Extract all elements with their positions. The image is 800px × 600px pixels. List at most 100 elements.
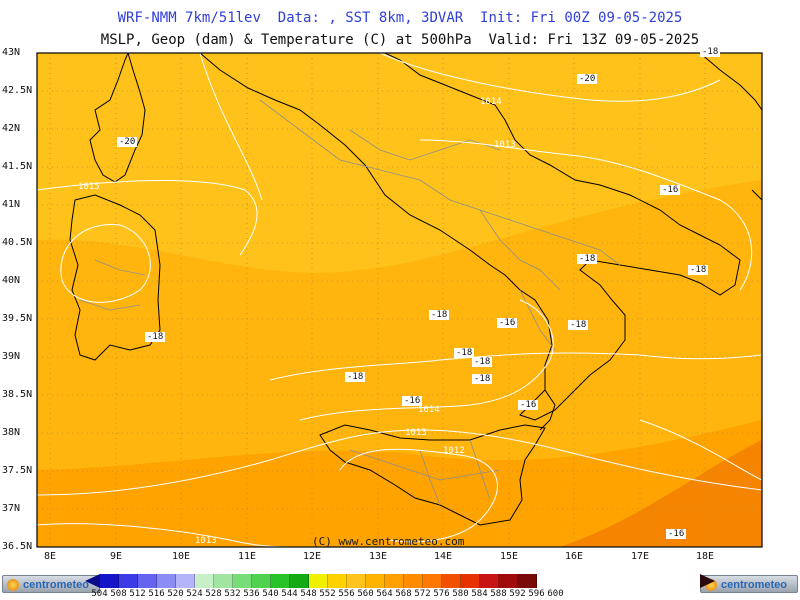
isotherm-label: -20 — [117, 137, 138, 147]
lat-label: 36.5N — [2, 541, 33, 552]
isotherm-label: -16 — [402, 396, 423, 406]
scale-value-label: 520 — [167, 589, 184, 599]
scale-value-label: 568 — [395, 589, 412, 599]
scale-swatch — [461, 574, 480, 588]
lat-label: 40N — [2, 275, 21, 286]
temperature-band-dark — [37, 420, 762, 547]
isotherm-label: -20 — [577, 74, 598, 84]
lat-label: 41N — [2, 199, 21, 210]
scale-swatch — [195, 574, 214, 588]
scale-swatch — [366, 574, 385, 588]
scale-value-label: 504 — [91, 589, 108, 599]
scale-swatch — [176, 574, 195, 588]
isobar-label: 1014 — [418, 405, 440, 415]
scale-value-label: 552 — [319, 589, 336, 599]
lon-label: 18E — [695, 551, 715, 562]
scale-value-label: 572 — [414, 589, 431, 599]
scale-swatch — [423, 574, 442, 588]
copyright-text: (C) www.centrometeo.com — [312, 535, 465, 548]
isotherm-label: -18 — [429, 310, 450, 320]
scale-swatch — [499, 574, 518, 588]
regional-borders — [79, 99, 621, 506]
isotherm-label: -18 — [472, 357, 493, 367]
scale-swatch — [157, 574, 176, 588]
isotherm-label: -18 — [454, 348, 475, 358]
scale-swatch — [100, 574, 119, 588]
lon-label: 10E — [171, 551, 191, 562]
scale-swatch — [328, 574, 347, 588]
scale-swatch — [442, 574, 461, 588]
scale-arrow-left — [85, 574, 100, 588]
temperature-band-deep — [560, 440, 762, 547]
scale-swatch — [214, 574, 233, 588]
isobar-label: 1013 — [405, 428, 427, 438]
scale-swatch — [404, 574, 423, 588]
scale-value-label: 576 — [433, 589, 450, 599]
isotherm-label: -18 — [472, 374, 493, 384]
scale-value-label: 512 — [129, 589, 146, 599]
coastlines — [69, 53, 762, 526]
scale-value-label: 536 — [243, 589, 260, 599]
scale-arrow-right — [700, 574, 715, 588]
isobar-label: 1014 — [480, 97, 502, 107]
scale-swatch — [309, 574, 328, 588]
scale-value-label: 560 — [357, 589, 374, 599]
scale-value-label: 588 — [490, 589, 507, 599]
isotherm-label: -18 — [688, 265, 709, 275]
scale-value-label: 544 — [281, 589, 298, 599]
graticule — [37, 53, 762, 547]
isotherm-label: -18 — [577, 254, 598, 264]
isotherm-label: -18 — [568, 320, 589, 330]
isotherm-label: -18 — [700, 47, 721, 57]
centrometeo-logo[interactable]: centrometeo — [2, 575, 100, 593]
isotherm-label: -16 — [660, 185, 681, 195]
lon-label: 16E — [564, 551, 584, 562]
isotherm-label: -18 — [345, 372, 366, 382]
scale-value-label: 540 — [262, 589, 279, 599]
scale-swatch — [271, 574, 290, 588]
lon-label: 14E — [433, 551, 453, 562]
scale-swatch — [385, 574, 404, 588]
lat-label: 39.5N — [2, 313, 33, 324]
scale-value-label: 524 — [186, 589, 203, 599]
lon-label: 12E — [302, 551, 322, 562]
lat-label: 40.5N — [2, 237, 33, 248]
scale-swatch — [119, 574, 138, 588]
lat-label: 38N — [2, 427, 21, 438]
scale-swatch — [480, 574, 499, 588]
logo-text: centrometeo — [721, 579, 788, 591]
scale-value-label: 592 — [509, 589, 526, 599]
lat-label: 37.5N — [2, 465, 33, 476]
scale-swatch — [138, 574, 157, 588]
lon-label: 11E — [237, 551, 257, 562]
scale-swatch — [290, 574, 309, 588]
map-frame — [36, 52, 763, 548]
isobar-label: 1015 — [78, 182, 100, 192]
scale-labels: 504 508 512 516 520 524 528 532 536 540 544 548 552 5… — [90, 589, 565, 599]
isobar-label: 1013 — [195, 536, 217, 546]
isotherm-label: -16 — [518, 400, 539, 410]
lat-label: 41.5N — [2, 161, 33, 172]
lat-label: 42N — [2, 123, 21, 134]
lat-label: 37N — [2, 503, 21, 514]
lon-label: 13E — [368, 551, 388, 562]
isobars — [37, 53, 762, 547]
scale-swatch — [252, 574, 271, 588]
scale-swatch — [347, 574, 366, 588]
scale-value-label: 584 — [471, 589, 488, 599]
model-title: WRF-NMM 7km/51lev Data: , SST 8km, 3DVAR… — [117, 10, 683, 26]
isotherm-label: -16 — [666, 529, 687, 539]
scale-value-label: 580 — [452, 589, 469, 599]
isotherm-label: -16 — [497, 318, 518, 328]
lat-label: 42.5N — [2, 85, 33, 96]
lat-label: 43N — [2, 47, 21, 58]
scale-value-label: 528 — [205, 589, 222, 599]
lon-label: 15E — [499, 551, 519, 562]
isobar-label: 1012 — [443, 446, 465, 456]
chart-subtitle: MSLP, Geop (dam) & Temperature (C) at 50… — [100, 32, 700, 48]
globe-icon — [7, 579, 19, 591]
scale-value-label: 516 — [148, 589, 165, 599]
lat-label: 38.5N — [2, 389, 33, 400]
scale-value-label: 556 — [338, 589, 355, 599]
